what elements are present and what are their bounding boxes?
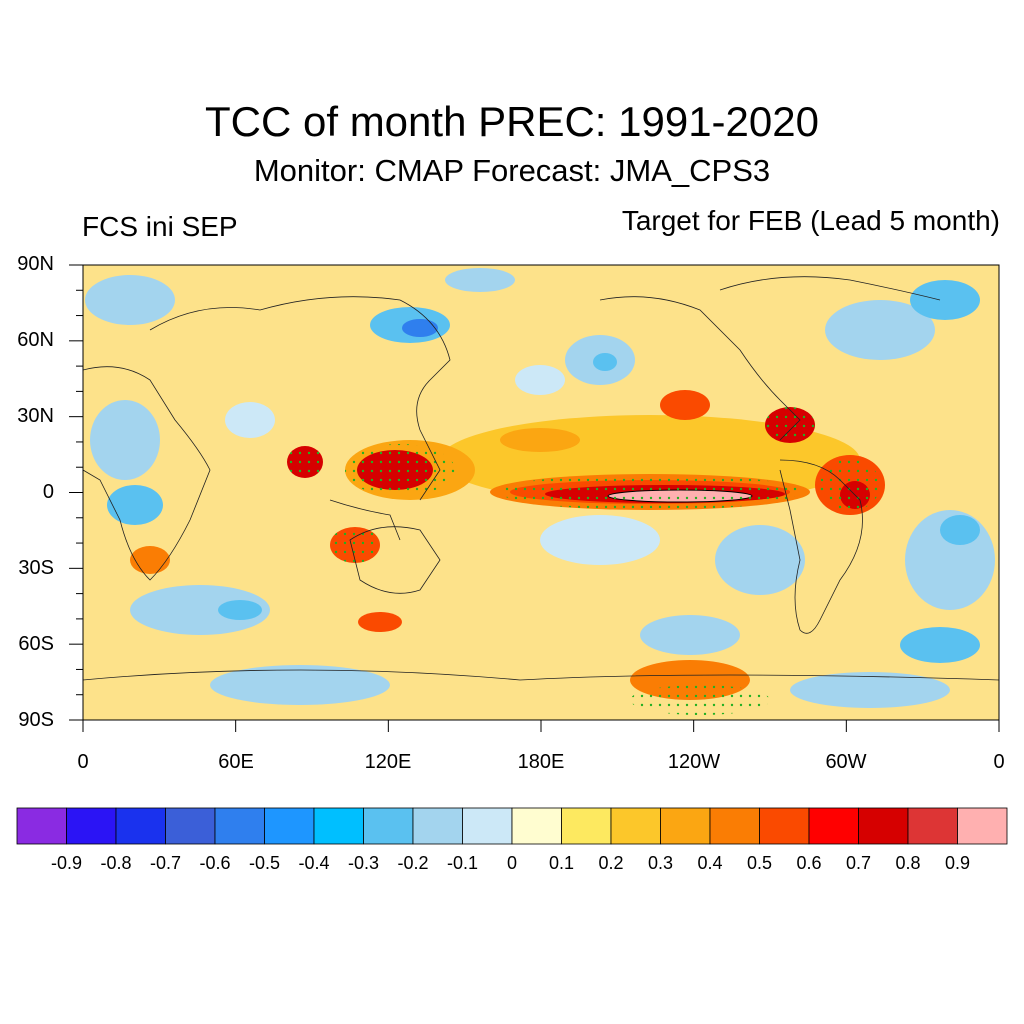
negative-regions bbox=[85, 268, 995, 708]
colorbar-swatch bbox=[165, 807, 216, 845]
lat-label: 30S bbox=[18, 557, 54, 579]
colorbar-swatch bbox=[66, 807, 117, 845]
colorbar-swatch bbox=[511, 807, 562, 845]
chart-title: TCC of month PREC: 1991-2020 bbox=[205, 98, 819, 145]
target-month-label: Target for FEB (Lead 5 month) bbox=[621, 205, 1000, 236]
significance-stippling bbox=[287, 407, 880, 715]
colorbar-label: 0.8 bbox=[895, 853, 921, 873]
colorbar-swatch bbox=[16, 807, 67, 845]
colorbar-swatch bbox=[660, 807, 711, 845]
colorbar-swatch bbox=[709, 807, 760, 845]
lat-label: 90N bbox=[17, 253, 54, 275]
colorbar-label: 0.5 bbox=[746, 853, 773, 873]
field-layer bbox=[83, 265, 999, 720]
lat-label: 30N bbox=[17, 405, 54, 427]
lat-label: 90S bbox=[18, 709, 54, 731]
colorbar-label: 0.7 bbox=[845, 853, 872, 873]
colorbar-swatch bbox=[115, 807, 166, 845]
chart-subtitle: Monitor: CMAP Forecast: JMA_CPS3 bbox=[253, 153, 771, 188]
colorbar-label: -0.9 bbox=[50, 853, 83, 873]
colorbar-label: 0.2 bbox=[598, 853, 624, 873]
init-month-label: FCS ini SEP bbox=[82, 211, 238, 242]
lon-label: 0 bbox=[993, 751, 1005, 773]
colorbar-label: -0.8 bbox=[100, 853, 132, 873]
lon-label: 120W bbox=[667, 751, 721, 773]
colorbar-label: 0.1 bbox=[548, 853, 575, 873]
colorbar-label: -0.5 bbox=[248, 853, 281, 873]
lon-label: 120E bbox=[364, 751, 412, 773]
colorbar bbox=[16, 807, 1008, 845]
colorbar-swatch bbox=[561, 807, 612, 845]
colorbar-swatch bbox=[412, 807, 463, 845]
lon-label: 60E bbox=[218, 751, 254, 773]
colorbar-label: -0.2 bbox=[397, 853, 429, 873]
colorbar-swatch bbox=[214, 807, 265, 845]
colorbar-label: 0 bbox=[506, 853, 518, 873]
lat-label: 60N bbox=[17, 329, 54, 351]
lon-tick-marks bbox=[82, 720, 1000, 732]
colorbar-swatch bbox=[759, 807, 810, 845]
colorbar-swatch bbox=[858, 807, 909, 845]
colorbar-label: -0.1 bbox=[446, 853, 479, 873]
coastlines bbox=[83, 276, 999, 681]
colorbar-swatch bbox=[907, 807, 958, 845]
lat-label: 60S bbox=[18, 633, 54, 655]
colorbar-label: -0.4 bbox=[298, 853, 330, 873]
colorbar-label: 0.9 bbox=[944, 853, 971, 873]
lon-label: 0 bbox=[77, 751, 89, 773]
colorbar-label: 0.6 bbox=[796, 853, 822, 873]
colorbar-swatch bbox=[363, 807, 414, 845]
lon-label: 60W bbox=[825, 751, 867, 773]
colorbar-swatch bbox=[957, 807, 1008, 845]
colorbar-label: 0.4 bbox=[697, 853, 723, 873]
colorbar-swatch bbox=[313, 807, 364, 845]
colorbar-label: -0.3 bbox=[347, 853, 380, 873]
colorbar-label: 0.3 bbox=[647, 853, 674, 873]
lat-tick-marks bbox=[69, 264, 83, 721]
colorbar-swatch bbox=[462, 807, 513, 845]
colorbar-swatch bbox=[264, 807, 315, 845]
colorbar-label: -0.7 bbox=[149, 853, 182, 873]
lat-label: 0 bbox=[42, 481, 54, 503]
lon-label: 180E bbox=[517, 751, 565, 773]
colorbar-swatch bbox=[610, 807, 661, 845]
colorbar-swatch bbox=[808, 807, 859, 845]
colorbar-label: -0.6 bbox=[199, 853, 231, 873]
